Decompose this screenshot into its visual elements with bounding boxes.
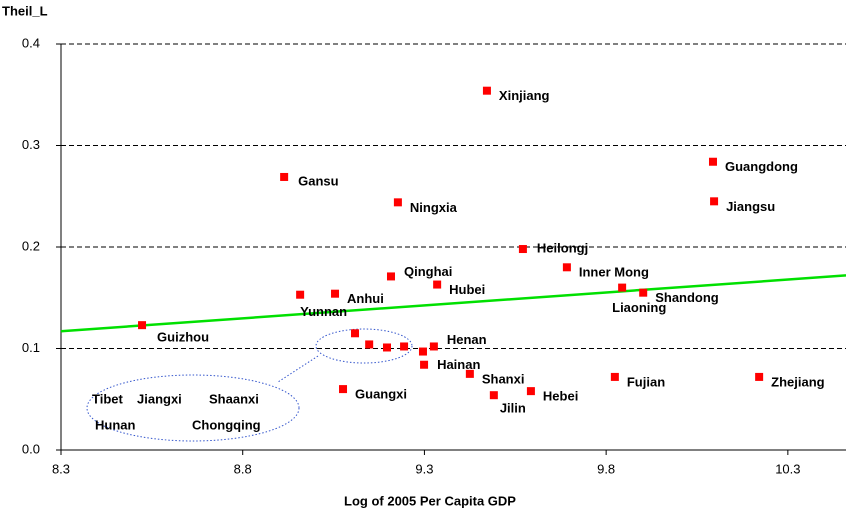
point xyxy=(393,198,402,207)
x-tick-label: 8.8 xyxy=(234,461,252,476)
point xyxy=(296,290,305,299)
y-axis-title: Theil_L xyxy=(2,3,48,18)
point xyxy=(138,321,147,330)
point-label: Hainan xyxy=(437,357,480,372)
point-label: Fujian xyxy=(627,374,665,389)
point xyxy=(420,360,429,369)
point-label: Liaoning xyxy=(612,300,666,315)
point-label: Jiangxi xyxy=(137,391,182,406)
point xyxy=(489,391,498,400)
y-tick-label: 0.4 xyxy=(22,35,40,50)
point xyxy=(518,245,527,254)
x-axis-title: Log of 2005 Per Capita GDP xyxy=(344,493,516,508)
point-label: Guangxi xyxy=(355,387,407,402)
x-tick-label: 9.8 xyxy=(597,461,615,476)
point xyxy=(710,197,719,206)
point-label: Jiangsu xyxy=(726,199,775,214)
point-label: Heilongj xyxy=(537,240,588,255)
point-label: Guangdong xyxy=(725,159,798,174)
point-label: Ningxia xyxy=(410,200,458,215)
point xyxy=(618,283,627,292)
point-label: Henan xyxy=(447,332,487,347)
point-label: Yunnan xyxy=(300,304,347,319)
cluster-ellipse-zoom xyxy=(86,374,300,442)
point-label: Chongqing xyxy=(192,417,261,432)
point-label: Hebei xyxy=(543,389,578,404)
cluster-ellipse xyxy=(315,328,413,364)
point xyxy=(465,369,474,378)
point xyxy=(639,288,648,297)
point-label: Shanxi xyxy=(482,371,525,386)
point xyxy=(429,342,438,351)
point xyxy=(708,157,717,166)
point-label: Jilin xyxy=(500,401,526,416)
point xyxy=(418,347,427,356)
point xyxy=(755,372,764,381)
y-tick-label: 0.2 xyxy=(22,238,40,253)
point-label: Shaanxi xyxy=(209,391,259,406)
point-label: Xinjiang xyxy=(499,88,550,103)
point-label: Inner Mong xyxy=(579,265,649,280)
y-tick-label: 0.0 xyxy=(22,441,40,456)
y-tick-label: 0.3 xyxy=(22,137,40,152)
point xyxy=(433,280,442,289)
y-tick-label: 0.1 xyxy=(22,340,40,355)
point-label: Hubei xyxy=(449,282,485,297)
point xyxy=(331,289,340,298)
point xyxy=(351,329,360,338)
point-label: Qinghai xyxy=(404,264,452,279)
point xyxy=(400,342,409,351)
point-label: Shandong xyxy=(655,290,719,305)
x-tick-label: 10.3 xyxy=(775,461,800,476)
point xyxy=(365,340,374,349)
cluster-connector xyxy=(277,355,319,383)
point-label: Guizhou xyxy=(157,330,209,345)
point xyxy=(386,272,395,281)
trend-line xyxy=(60,274,846,333)
point xyxy=(526,387,535,396)
point-label: Hunan xyxy=(95,417,136,432)
point xyxy=(280,172,289,181)
point-label: Gansu xyxy=(298,173,339,188)
point xyxy=(610,372,619,381)
point xyxy=(562,263,571,272)
point xyxy=(382,343,391,352)
point-label: Tibet xyxy=(92,391,123,406)
x-tick-label: 8.3 xyxy=(52,461,70,476)
point xyxy=(482,86,491,95)
point-label: Anhui xyxy=(347,291,384,306)
x-tick-label: 9.3 xyxy=(415,461,433,476)
point xyxy=(339,385,348,394)
point-label: Zhejiang xyxy=(771,374,825,389)
